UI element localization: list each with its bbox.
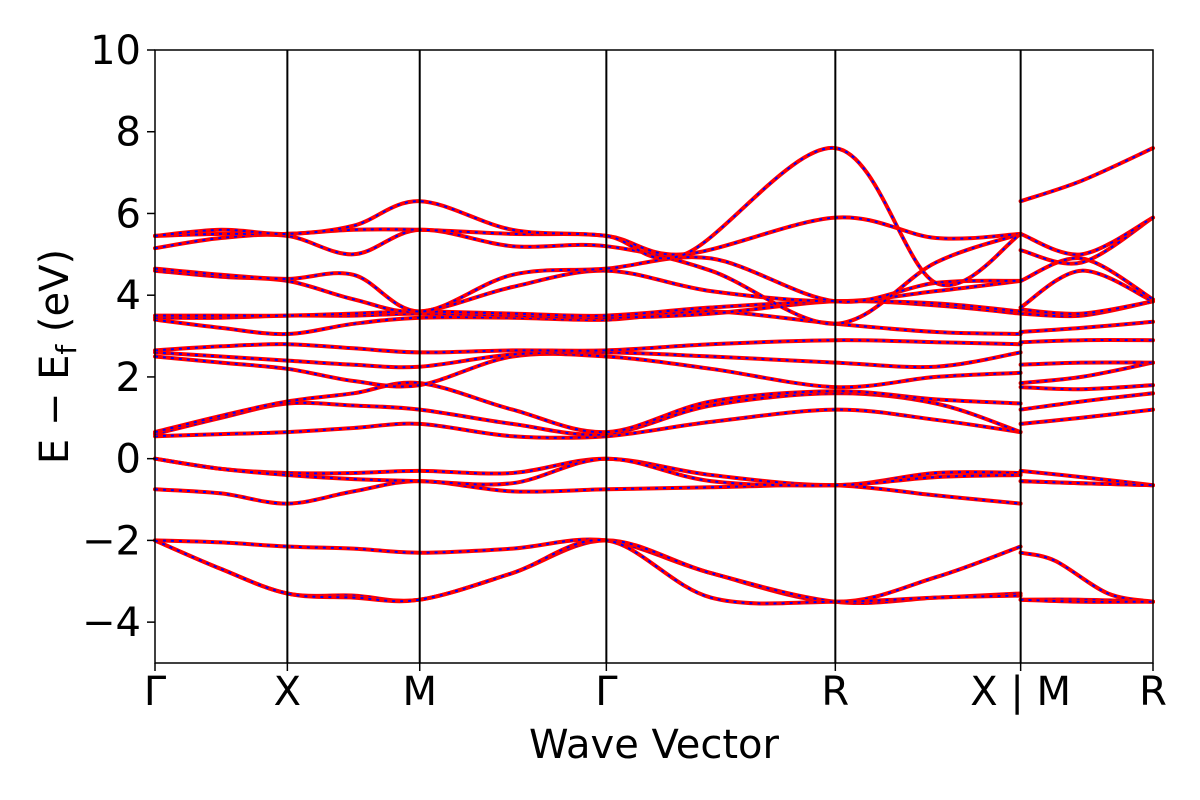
band-line-blue bbox=[154, 147, 1022, 287]
band-line-blue bbox=[155, 300, 1021, 317]
band-line-blue bbox=[1020, 269, 1154, 309]
x-tick-label: Γ bbox=[144, 669, 167, 715]
band-line-blue bbox=[154, 352, 1021, 389]
x-tick-label: X | M bbox=[970, 669, 1071, 715]
band-line-blue bbox=[154, 539, 1021, 605]
x-tick-label: X bbox=[274, 669, 301, 715]
band-line-blue bbox=[1020, 147, 1154, 203]
x-tick-label: M bbox=[402, 669, 437, 715]
y-tick-label: 8 bbox=[116, 110, 141, 156]
band-line-red bbox=[153, 268, 1023, 314]
band-line-red bbox=[1018, 360, 1155, 386]
band-line-red bbox=[153, 146, 1023, 288]
band-line-red bbox=[1018, 360, 1155, 367]
band-line-blue bbox=[154, 351, 1021, 369]
band-line-red bbox=[1018, 268, 1155, 310]
x-tick-label: R bbox=[821, 669, 849, 715]
y-axis-ticks: −4 −2 0 2 4 6 8 10 bbox=[82, 28, 155, 646]
high-symmetry-lines bbox=[286, 50, 1022, 663]
band-line-blue bbox=[154, 480, 1021, 505]
band-line-red bbox=[1018, 215, 1155, 266]
plot-frame bbox=[154, 49, 1154, 664]
x-tick-label: Γ bbox=[595, 669, 618, 715]
y-tick-label: −4 bbox=[82, 600, 141, 646]
band-line-red bbox=[1018, 383, 1155, 392]
band-line-red bbox=[1018, 146, 1155, 204]
band-line-red bbox=[1018, 299, 1155, 316]
band-line-blue bbox=[154, 310, 1021, 336]
band-line-blue bbox=[154, 538, 1021, 603]
band-line-red bbox=[153, 380, 1023, 435]
band-line-red bbox=[1018, 215, 1155, 257]
y-tick-label: 10 bbox=[90, 28, 141, 74]
band-line-red bbox=[1018, 597, 1155, 604]
band-line-blue bbox=[154, 228, 1021, 325]
x-axis-label: Wave Vector bbox=[529, 722, 780, 768]
band-line-blue bbox=[154, 256, 1021, 313]
band-line-red bbox=[153, 479, 1023, 506]
band-line-red bbox=[1018, 550, 1155, 604]
band-line-blue bbox=[1020, 257, 1154, 301]
band-line-blue bbox=[154, 381, 1021, 434]
band-line-blue bbox=[154, 269, 1021, 313]
bands-group bbox=[153, 146, 1155, 606]
band-line-red bbox=[1018, 479, 1155, 488]
band-line-red bbox=[1018, 338, 1155, 345]
band-line-blue bbox=[1020, 551, 1154, 603]
x-axis-ticks: Γ X M Γ R X | M R bbox=[144, 663, 1167, 715]
band-line-blue bbox=[1020, 216, 1154, 256]
y-tick-label: 4 bbox=[116, 273, 141, 319]
band-line-red bbox=[1018, 319, 1155, 334]
y-tick-label: 2 bbox=[116, 355, 141, 401]
band-line-red bbox=[1018, 391, 1155, 412]
x-tick-label: R bbox=[1139, 669, 1167, 715]
band-line-red bbox=[153, 299, 1023, 318]
band-line-blue bbox=[154, 408, 1021, 439]
band-line-blue bbox=[154, 457, 1021, 487]
band-line-blue bbox=[154, 339, 1021, 354]
y-tick-label: 6 bbox=[116, 191, 141, 237]
band-line-red bbox=[153, 456, 1023, 488]
y-tick-label: −2 bbox=[82, 518, 141, 564]
y-tick-label: 0 bbox=[116, 437, 141, 483]
y-axis-label: E − Ef (eV) bbox=[32, 249, 83, 464]
band-line-red bbox=[1018, 407, 1155, 426]
band-line-red bbox=[153, 227, 1023, 326]
